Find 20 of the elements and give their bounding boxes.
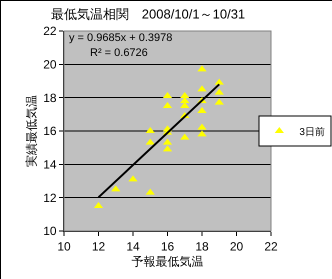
y-tick-label: 22 (43, 24, 57, 38)
x-tick-label: 12 (92, 239, 106, 254)
x-tick-label: 22 (264, 239, 278, 254)
x-axis-title: 予報最低気温 (132, 254, 204, 268)
x-tick-label: 16 (160, 239, 174, 254)
y-tick-label: 10 (43, 224, 57, 238)
annotation: R² = 0.6726 (90, 47, 148, 59)
x-tick-label: 18 (195, 239, 209, 254)
y-tick-label: 14 (43, 158, 57, 172)
y-tick-label: 18 (43, 90, 57, 105)
y-tick-label: 12 (43, 190, 57, 205)
y-tick-label: 20 (43, 58, 57, 72)
chart-title: 最低気温相関 2008/10/1～10/31 (50, 6, 246, 22)
x-tick-label: 10 (57, 239, 71, 254)
x-tick-label: 14 (126, 239, 140, 254)
annotation: y = 0.9685x + 0.3978 (69, 32, 172, 44)
legend-label: 3日前 (299, 126, 325, 138)
x-tick-label: 20 (230, 239, 244, 254)
y-axis-title: 実績最低気温 (24, 95, 39, 167)
y-tick-label: 16 (43, 124, 57, 138)
